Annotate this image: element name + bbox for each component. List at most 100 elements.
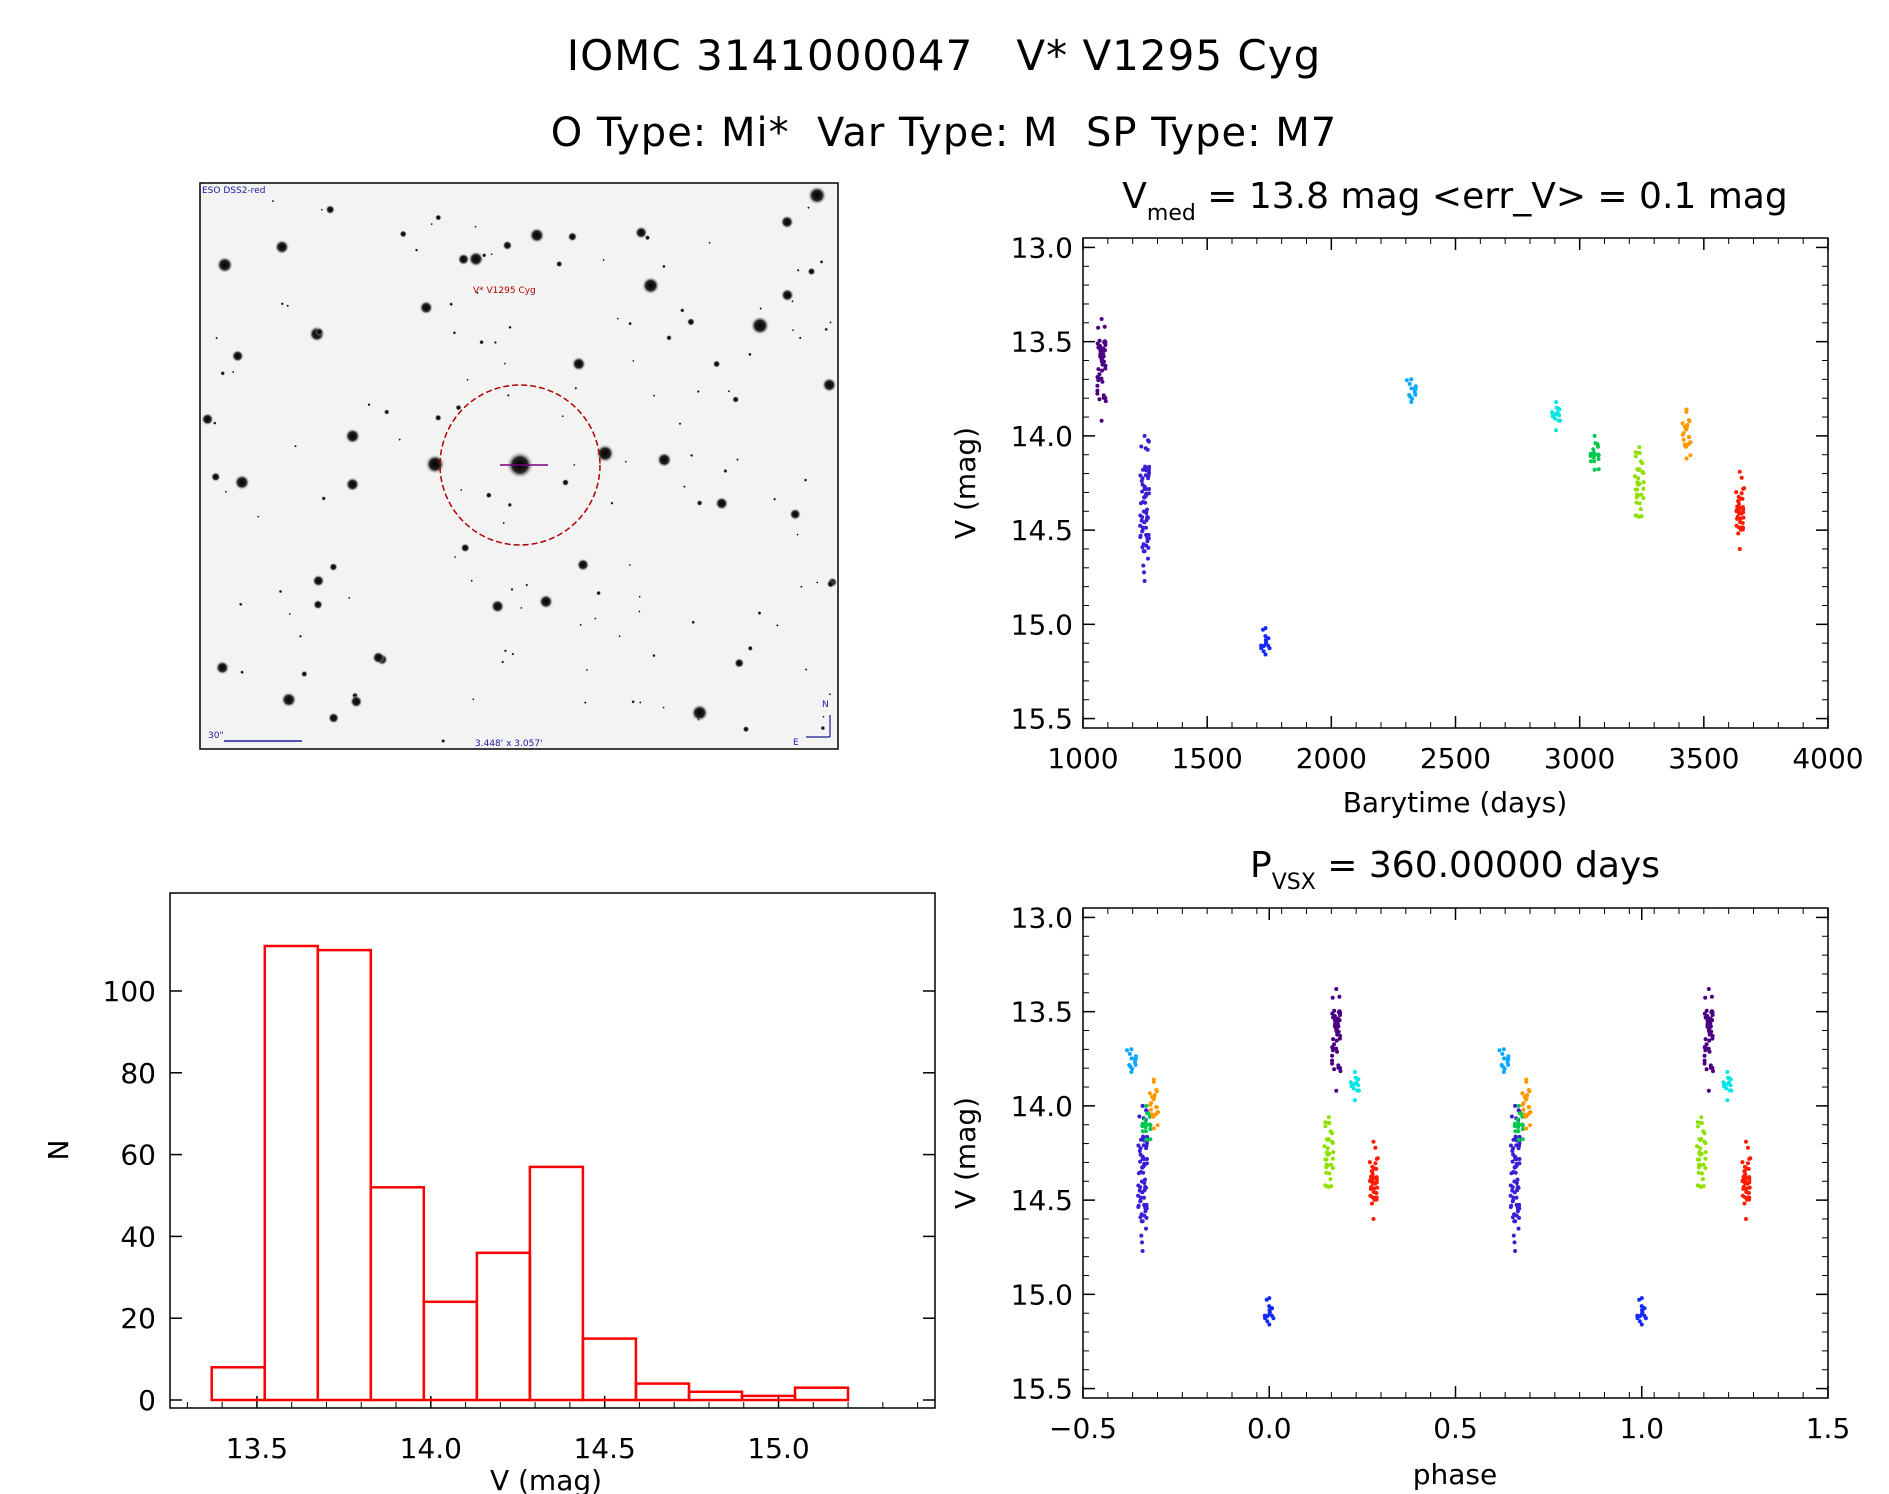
star (780, 215, 794, 229)
star (595, 443, 615, 463)
phase-point (1639, 1322, 1644, 1327)
phase-point (1142, 1117, 1147, 1122)
light-curve-point (1140, 489, 1145, 494)
phase-point (1527, 1089, 1532, 1094)
histogram-frame (169, 892, 936, 1409)
phase-point (1745, 1181, 1750, 1186)
star (460, 488, 463, 492)
phase-point (1642, 1313, 1647, 1318)
star (453, 555, 457, 559)
light-curve-point (1632, 474, 1637, 479)
phase-point (1269, 1313, 1274, 1318)
star (215, 660, 230, 675)
star (493, 340, 497, 345)
phase-point (1502, 1066, 1507, 1071)
histogram-xtick-label: 14.5 (573, 1432, 635, 1465)
phase-point (1138, 1159, 1143, 1164)
light-curve-point (1143, 473, 1148, 478)
star (628, 563, 631, 567)
star (750, 315, 770, 336)
light-curve-point (1099, 418, 1104, 423)
star (201, 412, 214, 426)
star (213, 421, 217, 425)
phase-point (1140, 1129, 1145, 1134)
star (210, 472, 221, 482)
light-curve-point (1142, 486, 1147, 491)
light-curve-point (1638, 507, 1643, 512)
star (452, 331, 457, 335)
phase-point (1702, 1053, 1707, 1058)
phase-point (1637, 1319, 1642, 1324)
phase-point (1148, 1127, 1153, 1131)
phase-point (1703, 1156, 1708, 1161)
phase-point (1742, 1164, 1747, 1169)
phase-point (1512, 1240, 1517, 1245)
phase-point (1129, 1047, 1134, 1052)
phase-point (1334, 1038, 1339, 1043)
light-curve-point (1138, 513, 1143, 518)
light-curve-point (1636, 476, 1641, 481)
light-curve-point (1740, 496, 1745, 501)
phase-point (1742, 1169, 1747, 1174)
light-curve-xtick-label: 3500 (1668, 742, 1739, 775)
phase-ytick-label: 15.5 (1011, 1373, 1073, 1406)
light-curve-point (1095, 391, 1100, 396)
light-curve-point (1409, 377, 1414, 382)
phase-point (1373, 1145, 1378, 1150)
star (538, 594, 554, 609)
light-curve-ticks: 1000 1500 2000 2500 3000 3500 4000 13.0 13.5 14.0… (1011, 231, 1864, 775)
star (510, 587, 514, 592)
star (679, 308, 685, 313)
star (271, 199, 275, 203)
phase-point (1140, 1103, 1145, 1108)
phase-point (1374, 1156, 1379, 1161)
star (481, 252, 487, 258)
phase-point (1514, 1195, 1519, 1200)
star (686, 317, 696, 326)
star (300, 670, 308, 678)
light-curve-point (1680, 421, 1685, 426)
phase-point (1520, 1091, 1525, 1096)
phase-point (1136, 1143, 1141, 1148)
phase-point (1502, 1056, 1506, 1061)
phase-point (1722, 1082, 1727, 1087)
star (824, 327, 829, 332)
light-curve-point (1737, 547, 1742, 551)
light-curve-point (1684, 444, 1689, 449)
star (501, 660, 505, 664)
histogram-xtick-label: 14.0 (400, 1432, 462, 1465)
star (503, 362, 507, 365)
phase-ytick-label: 14.0 (1011, 1090, 1073, 1123)
light-curve-point (1103, 399, 1108, 404)
phase-point (1740, 1178, 1745, 1183)
phase-point (1328, 1177, 1333, 1182)
histogram-ytick-label: 60 (120, 1139, 156, 1172)
scale-label: 30" (208, 731, 224, 741)
star (234, 474, 250, 491)
phase-point (1500, 1051, 1505, 1056)
light-curve-point (1734, 508, 1739, 513)
light-curve-point (1263, 634, 1268, 639)
light-curve-point (1588, 451, 1593, 456)
phase-point (1133, 1062, 1138, 1067)
light-curve-point (1737, 502, 1741, 507)
light-curve-point (1141, 509, 1146, 514)
star (474, 225, 477, 228)
phase-point (1516, 1137, 1521, 1142)
phase-point (1136, 1193, 1141, 1198)
star (312, 574, 325, 588)
light-curve-point (1737, 505, 1742, 510)
light-curve-point (1139, 479, 1144, 483)
histogram-bar (316, 948, 373, 1402)
phase-point (1335, 1032, 1340, 1037)
phase-point (1374, 1166, 1379, 1171)
phase-point (1140, 1165, 1145, 1170)
phase-point (1510, 1199, 1515, 1204)
histogram-xtick-label: 13.5 (226, 1432, 288, 1465)
star (638, 595, 641, 598)
phase-point (1510, 1149, 1515, 1153)
star (732, 395, 740, 404)
target-circle (439, 384, 601, 546)
light-curve-point (1596, 457, 1601, 461)
light-curve-point (1100, 368, 1104, 373)
